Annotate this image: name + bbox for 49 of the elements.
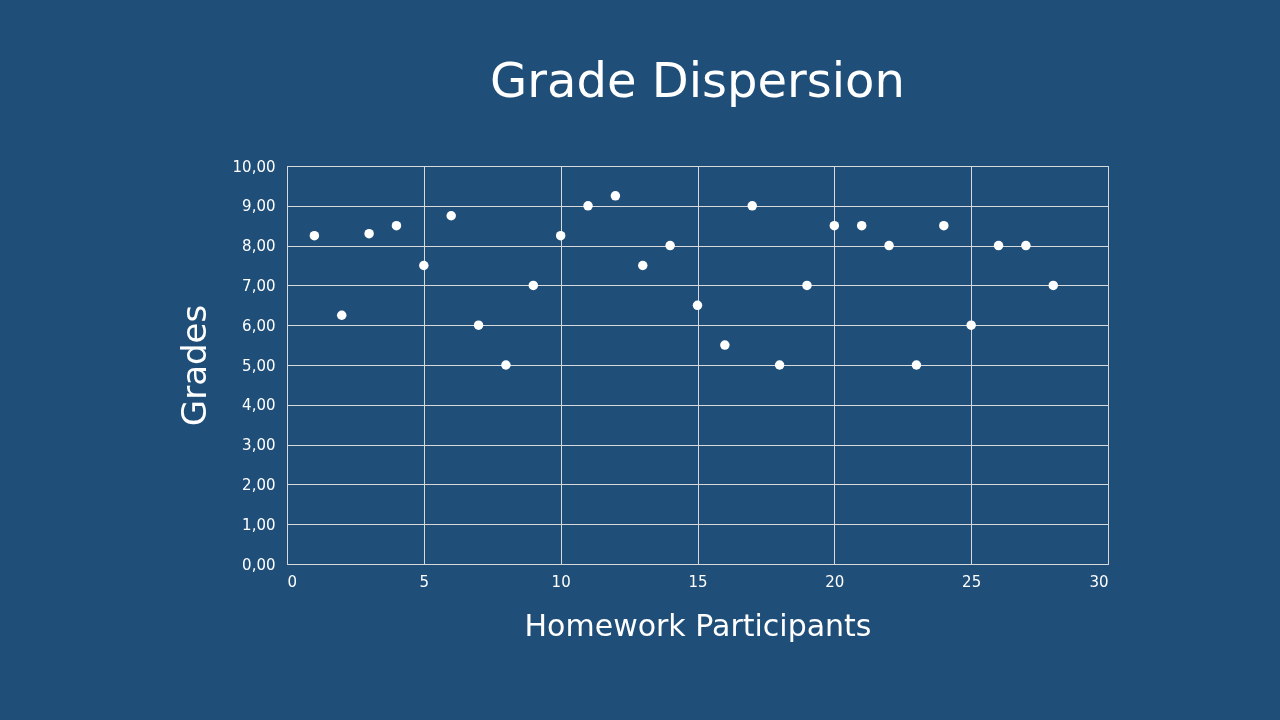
y-tick-label: 7,00 <box>242 276 276 295</box>
point <box>747 201 757 211</box>
point <box>802 280 812 291</box>
point <box>829 220 840 231</box>
x-tick-label: 10 <box>551 572 571 591</box>
point <box>309 230 320 241</box>
y-axis-title: Grades <box>173 304 214 427</box>
x-tick-label: 20 <box>825 572 845 591</box>
point <box>665 240 675 251</box>
point <box>528 280 539 291</box>
point <box>391 220 402 231</box>
x-axis-title: Homework Participants <box>524 607 872 643</box>
point <box>966 320 976 330</box>
y-tick-label: 6,00 <box>242 316 276 335</box>
y-tick-label: 4,00 <box>242 396 276 415</box>
point <box>1048 280 1059 291</box>
point <box>692 300 703 311</box>
x-tick-label: 15 <box>688 572 708 591</box>
point <box>446 211 456 221</box>
y-tick-label: 10,00 <box>232 157 276 176</box>
chart-title: Grade Dispersion <box>490 52 905 108</box>
x-tick-label: 25 <box>962 572 982 591</box>
y-tick-label: 3,00 <box>242 436 276 455</box>
point <box>993 240 1004 251</box>
point <box>610 191 621 201</box>
y-tick-label: 0,00 <box>242 555 276 574</box>
x-tick-label: 5 <box>419 572 430 591</box>
y-tick-label: 8,00 <box>242 237 276 256</box>
point <box>856 220 867 231</box>
point <box>774 360 785 370</box>
point <box>720 340 730 350</box>
point <box>583 201 593 211</box>
y-tick-label: 5,00 <box>242 356 276 375</box>
point <box>555 230 566 241</box>
y-tick-label: 9,00 <box>242 197 276 216</box>
point <box>364 228 374 239</box>
point <box>1021 240 1031 251</box>
x-tick-label: 30 <box>1089 572 1109 591</box>
x-tick-label: 0 <box>287 572 298 591</box>
point <box>939 220 949 231</box>
point <box>884 240 894 251</box>
point <box>638 260 648 271</box>
point <box>336 310 347 320</box>
point <box>473 320 484 330</box>
y-tick-label: 2,00 <box>242 475 276 494</box>
point <box>911 360 922 370</box>
point <box>501 360 511 370</box>
y-tick-label: 1,00 <box>242 515 276 534</box>
point <box>419 260 429 271</box>
